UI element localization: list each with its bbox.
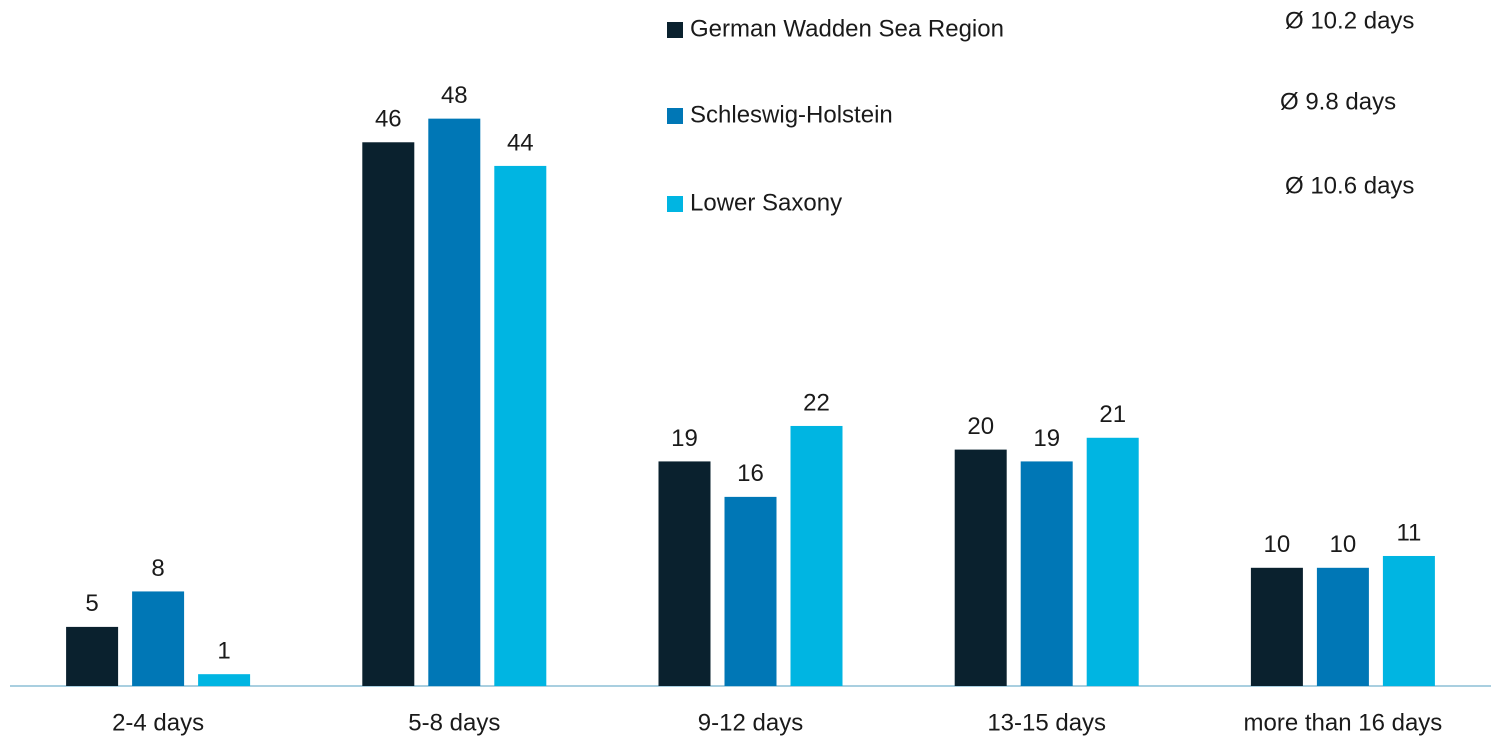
bar xyxy=(790,425,843,686)
x-tick-label: more than 16 days xyxy=(1244,709,1443,736)
bar xyxy=(132,591,185,686)
x-tick-label: 5-8 days xyxy=(408,709,500,736)
x-tick-label: 9-12 days xyxy=(698,709,803,736)
value-label: 10 xyxy=(1330,531,1357,558)
bar xyxy=(1316,567,1369,686)
average-annotation: Ø 10.6 days xyxy=(1285,172,1414,199)
value-label: 19 xyxy=(671,425,698,452)
value-label: 22 xyxy=(803,389,830,416)
bar xyxy=(1020,461,1073,686)
value-label: 16 xyxy=(737,460,764,487)
value-label: 48 xyxy=(441,82,468,109)
value-label: 8 xyxy=(151,555,164,582)
legend-label: German Wadden Sea Region xyxy=(690,15,1004,42)
value-label: 10 xyxy=(1264,531,1291,558)
average-annotation: Ø 10.2 days xyxy=(1285,7,1414,34)
value-label: 46 xyxy=(375,106,402,133)
bar xyxy=(658,461,711,686)
bar xyxy=(1086,437,1139,686)
bar xyxy=(954,449,1007,686)
bar xyxy=(494,165,547,687)
legend-label: Lower Saxony xyxy=(690,189,842,216)
legend-swatch xyxy=(667,196,683,212)
legend-swatch xyxy=(667,108,683,124)
bar xyxy=(724,496,777,686)
legend-label: Schleswig-Holstein xyxy=(690,101,893,128)
value-label: 19 xyxy=(1033,425,1060,452)
bar xyxy=(66,626,119,686)
bar xyxy=(1382,555,1435,686)
bar xyxy=(362,142,415,686)
value-label: 11 xyxy=(1396,519,1421,546)
bar xyxy=(1250,567,1303,686)
value-label: 44 xyxy=(507,129,534,156)
x-tick-label: 13-15 days xyxy=(987,709,1106,736)
legend-swatch xyxy=(667,22,683,38)
value-label: 5 xyxy=(85,590,98,617)
value-label: 1 xyxy=(217,638,230,665)
bar xyxy=(198,674,251,686)
value-label: 20 xyxy=(967,413,994,440)
average-annotation: Ø 9.8 days xyxy=(1280,88,1396,115)
bar xyxy=(428,118,481,686)
x-tick-label: 2-4 days xyxy=(112,709,204,736)
value-label: 21 xyxy=(1099,401,1126,428)
